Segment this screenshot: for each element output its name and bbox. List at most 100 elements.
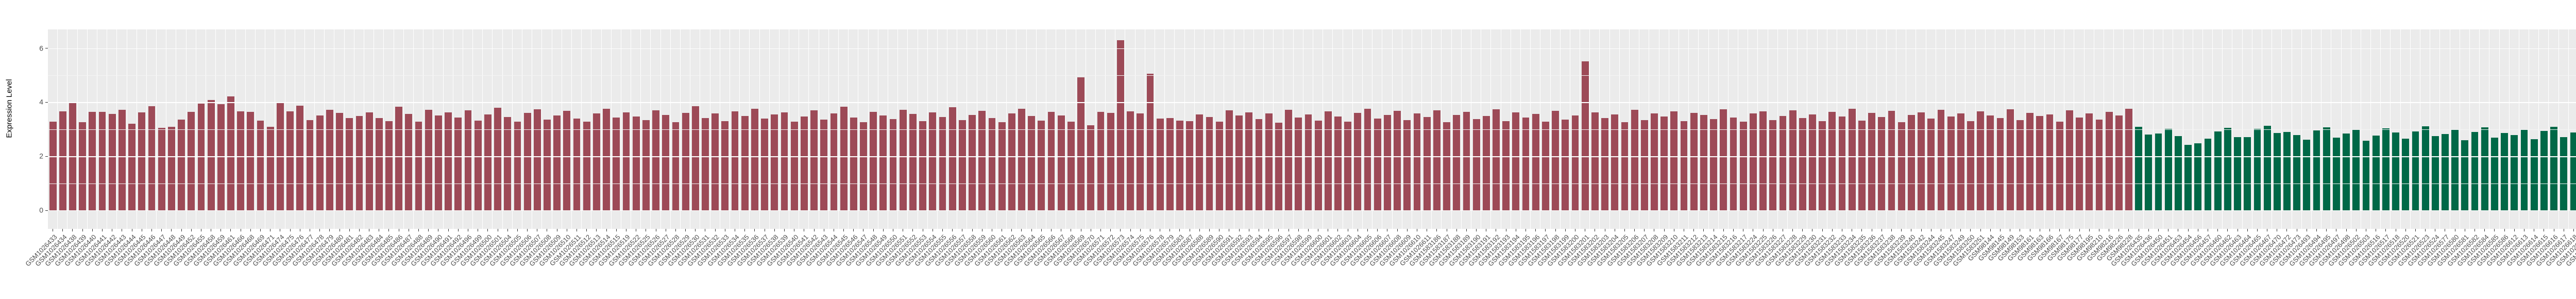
bar-slot[interactable] bbox=[2232, 29, 2242, 210]
bar-slot[interactable] bbox=[2223, 29, 2232, 210]
bar-slot[interactable] bbox=[1283, 29, 1293, 210]
bar[interactable] bbox=[504, 117, 512, 210]
bar-slot[interactable] bbox=[2292, 29, 2302, 210]
bar[interactable] bbox=[2491, 138, 2498, 210]
bar-slot[interactable] bbox=[1037, 29, 1046, 210]
bar[interactable] bbox=[1314, 120, 1322, 210]
bar-slot[interactable] bbox=[1610, 29, 1620, 210]
bar-slot[interactable] bbox=[1986, 29, 1995, 210]
bar-slot[interactable] bbox=[513, 29, 522, 210]
bar-slot[interactable] bbox=[1630, 29, 1639, 210]
bar[interactable] bbox=[385, 121, 393, 210]
bar[interactable] bbox=[1779, 115, 1787, 210]
bar[interactable] bbox=[2095, 119, 2103, 210]
bar-slot[interactable] bbox=[176, 29, 186, 210]
bar-slot[interactable] bbox=[1205, 29, 1214, 210]
bar[interactable] bbox=[1937, 109, 1945, 210]
bar-slot[interactable] bbox=[2331, 29, 2341, 210]
bar-slot[interactable] bbox=[522, 29, 532, 210]
bar[interactable] bbox=[1542, 121, 1549, 210]
bar[interactable] bbox=[850, 117, 857, 210]
bar-slot[interactable] bbox=[997, 29, 1007, 210]
bar-slot[interactable] bbox=[770, 29, 779, 210]
bar-slot[interactable] bbox=[364, 29, 374, 210]
bar[interactable] bbox=[1364, 108, 1371, 210]
bar-slot[interactable] bbox=[1165, 29, 1175, 210]
bar-slot[interactable] bbox=[1343, 29, 1353, 210]
bar[interactable] bbox=[1275, 122, 1282, 210]
bar[interactable] bbox=[1186, 121, 1194, 210]
bar[interactable] bbox=[2540, 130, 2548, 210]
bar[interactable] bbox=[326, 110, 333, 210]
bar-slot[interactable] bbox=[216, 29, 226, 210]
bar[interactable] bbox=[2333, 137, 2340, 210]
bar-slot[interactable] bbox=[1867, 29, 1877, 210]
bar[interactable] bbox=[1730, 117, 1737, 210]
bar[interactable] bbox=[2323, 127, 2330, 210]
bar[interactable] bbox=[1690, 112, 1698, 210]
bar-slot[interactable] bbox=[1274, 29, 1283, 210]
bar-slot[interactable] bbox=[572, 29, 582, 210]
bar-slot[interactable] bbox=[1491, 29, 1501, 210]
bar[interactable] bbox=[445, 112, 452, 210]
bar-slot[interactable] bbox=[2134, 29, 2144, 210]
bar[interactable] bbox=[1443, 122, 1450, 210]
bar[interactable] bbox=[1591, 112, 1599, 210]
bar[interactable] bbox=[1957, 113, 1964, 210]
bar-slot[interactable] bbox=[1264, 29, 1274, 210]
bar[interactable] bbox=[672, 122, 680, 210]
bar[interactable] bbox=[1631, 110, 1638, 210]
bar[interactable] bbox=[2283, 131, 2291, 210]
bar[interactable] bbox=[464, 110, 472, 210]
bar[interactable] bbox=[800, 117, 808, 210]
bar[interactable] bbox=[2382, 128, 2389, 210]
bar[interactable] bbox=[306, 120, 314, 210]
bar-slot[interactable] bbox=[938, 29, 947, 210]
bar[interactable] bbox=[1967, 121, 1974, 210]
bar-slot[interactable] bbox=[315, 29, 325, 210]
bar[interactable] bbox=[632, 116, 640, 210]
bar-slot[interactable] bbox=[265, 29, 275, 210]
bar-slot[interactable] bbox=[2371, 29, 2381, 210]
bar[interactable] bbox=[899, 109, 907, 210]
bar[interactable] bbox=[2184, 145, 2192, 210]
bar-slot[interactable] bbox=[147, 29, 157, 210]
bar[interactable] bbox=[2155, 134, 2162, 210]
bar-slot[interactable] bbox=[858, 29, 868, 210]
bar-slot[interactable] bbox=[157, 29, 166, 210]
bar-slot[interactable] bbox=[700, 29, 710, 210]
bar-slot[interactable] bbox=[345, 29, 354, 210]
bar-slot[interactable] bbox=[166, 29, 176, 210]
bar[interactable] bbox=[1087, 125, 1095, 210]
bar[interactable] bbox=[425, 110, 432, 210]
bar[interactable] bbox=[2273, 132, 2281, 210]
bar[interactable] bbox=[247, 111, 255, 210]
bar-slot[interactable] bbox=[1363, 29, 1372, 210]
bar[interactable] bbox=[227, 96, 234, 210]
bar-slot[interactable] bbox=[483, 29, 493, 210]
bar[interactable] bbox=[207, 100, 215, 210]
bar-slot[interactable] bbox=[2193, 29, 2203, 210]
bar[interactable] bbox=[790, 122, 798, 210]
bar[interactable] bbox=[2006, 109, 2014, 210]
bar-slot[interactable] bbox=[1501, 29, 1511, 210]
bar[interactable] bbox=[751, 109, 758, 210]
bar[interactable] bbox=[2115, 115, 2123, 210]
bar[interactable] bbox=[2511, 135, 2518, 210]
bar-slot[interactable] bbox=[1768, 29, 1778, 210]
bar[interactable] bbox=[2481, 127, 2488, 210]
bar-slot[interactable] bbox=[1679, 29, 1689, 210]
bar[interactable] bbox=[2164, 129, 2172, 210]
bar[interactable] bbox=[2570, 132, 2576, 210]
bar-slot[interactable] bbox=[354, 29, 364, 210]
bar[interactable] bbox=[1304, 114, 1312, 210]
bar[interactable] bbox=[1354, 112, 1362, 210]
bar[interactable] bbox=[1255, 119, 1263, 210]
bar[interactable] bbox=[2105, 111, 2113, 210]
bar[interactable] bbox=[1927, 119, 1935, 210]
bar[interactable] bbox=[59, 111, 66, 210]
bar[interactable] bbox=[1838, 116, 1846, 210]
bar[interactable] bbox=[1522, 117, 1530, 210]
bar[interactable] bbox=[2135, 126, 2143, 210]
bar-slot[interactable] bbox=[404, 29, 414, 210]
